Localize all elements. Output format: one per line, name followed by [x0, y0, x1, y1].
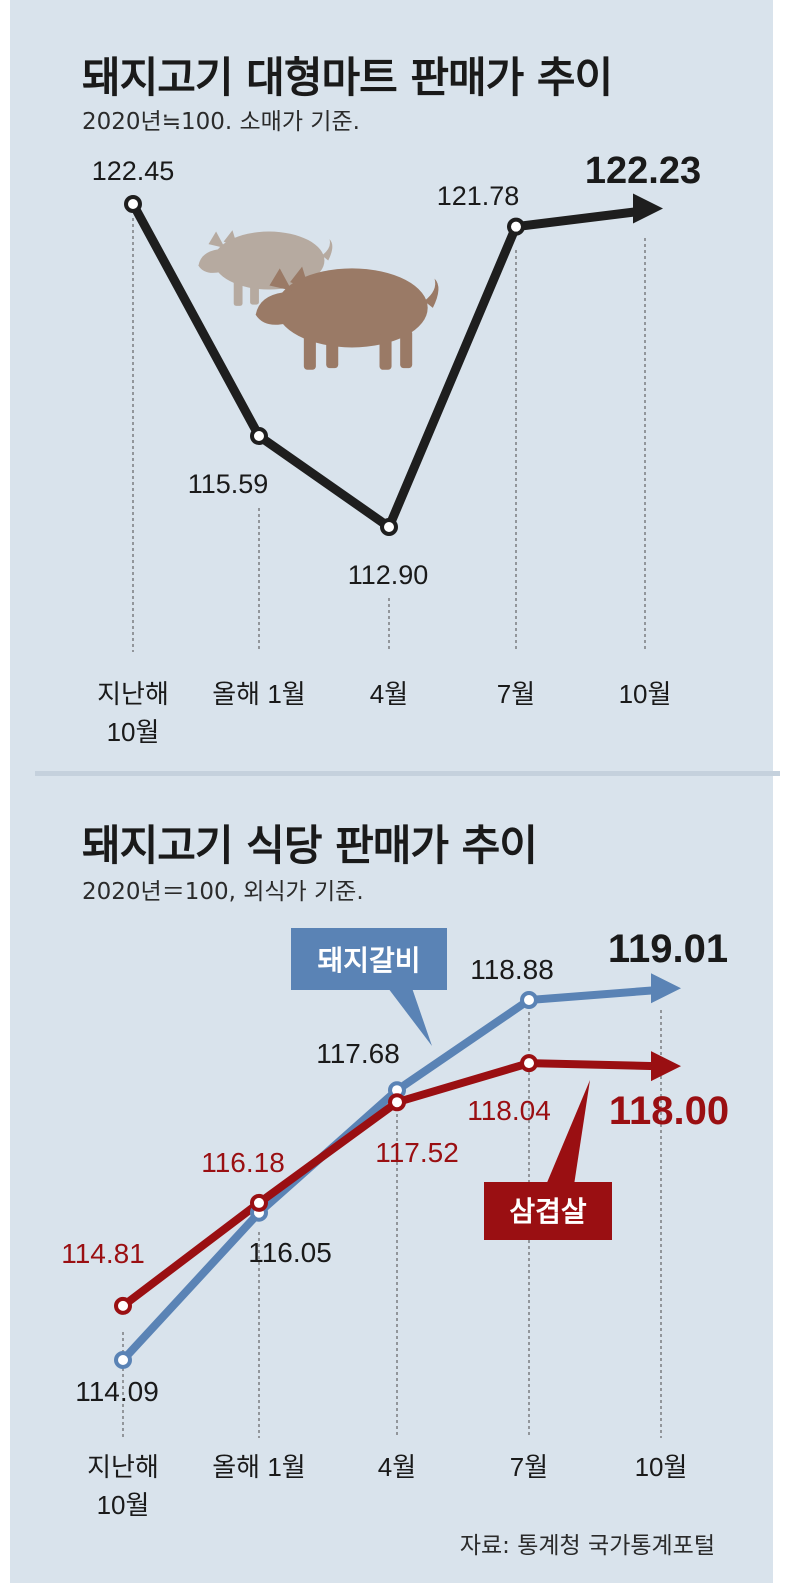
chart1-point: [380, 518, 398, 536]
chart2-samgyeopsal-legend-label: 삼겹살: [509, 1196, 587, 1227]
chart1-subtitle: 2020년≒100. 소매가 기준.: [82, 109, 360, 135]
pig-illustration-icon: [198, 230, 439, 370]
chart1-data-label: 122.23: [585, 150, 701, 192]
chart2-x-tick-label: 4월: [378, 1452, 416, 1482]
chart2-samgyeopsal-data-label: 117.52: [375, 1137, 459, 1168]
chart2-galbi-arrowhead: [651, 973, 681, 1004]
chart1-data-label: 115.59: [188, 469, 269, 499]
chart1-title: 돼지고기 대형마트 판매가 추이: [82, 53, 613, 102]
chart2-galbi-callout: 돼지갈비: [291, 928, 447, 1046]
infographic: 돼지고기 대형마트 판매가 추이 2020년≒100. 소매가 기준. 돼지고기…: [10, 0, 780, 1583]
section-divider: [35, 771, 780, 776]
chart1-point: [507, 217, 525, 236]
chart2-x-tick-label: 10월: [97, 1490, 150, 1520]
source-note: 자료: 통계청 국가통계포털: [459, 1533, 715, 1559]
chart2-galbi-legend-label: 돼지갈비: [317, 945, 420, 976]
chart2-galbi-data-label: 114.09: [75, 1376, 159, 1407]
chart2-galbi-point: [520, 991, 538, 1009]
chart2-x-tick-label: 지난해: [87, 1452, 159, 1482]
chart2-samgyeopsal-point: [114, 1296, 132, 1315]
chart1-data-label: 121.78: [437, 181, 520, 211]
chart1-x-tick-label: 10월: [619, 679, 672, 709]
chart2-samgyeopsal-data-label: 118.04: [467, 1095, 551, 1126]
chart2-galbi-point: [114, 1351, 132, 1369]
chart1-point: [250, 427, 268, 446]
chart2-samgyeopsal-point: [250, 1193, 268, 1212]
chart1-arrowhead: [633, 193, 663, 224]
chart2-x-tick-label: 10월: [635, 1452, 688, 1482]
chart2-title: 돼지고기 식당 판매가 추이: [82, 821, 538, 870]
chart2-galbi-data-label: 116.05: [248, 1237, 332, 1268]
chart1-x-tick-label: 7월: [497, 679, 535, 709]
chart2-samgyeopsal-data-label: 114.81: [61, 1238, 145, 1269]
chart2-samgyeopsal-point: [520, 1054, 538, 1073]
chart2-x-tick-label: 올해 1월: [212, 1452, 305, 1482]
chart2-galbi-data-label: 118.88: [470, 954, 554, 985]
chart2-x-tick-label: 7월: [510, 1452, 548, 1482]
chart1-x-tick-label: 4월: [370, 679, 408, 709]
chart2-subtitle: 2020년＝100, 외식가 기준.: [82, 879, 364, 905]
chart1-x-tick-label: 올해 1월: [212, 679, 305, 709]
chart2-galbi-data-label: 119.01: [608, 927, 728, 971]
chart1-x-tick-label: 10월: [107, 717, 160, 747]
chart2-samgyeopsal-callout: 삼겹살: [484, 1080, 612, 1240]
chart1-data-label: 122.45: [92, 156, 175, 186]
chart2-samgyeopsal-arrowhead: [651, 1051, 681, 1082]
chart1-point: [124, 195, 142, 213]
chart2-galbi-data-label: 117.68: [316, 1038, 400, 1069]
chart2-samgyeopsal-data-label: 118.00: [609, 1089, 729, 1133]
chart1-data-label: 112.90: [348, 560, 429, 590]
chart2-samgyeopsal-data-label: 116.18: [201, 1147, 285, 1178]
chart2-samgyeopsal-point: [388, 1093, 406, 1112]
chart1-x-tick-label: 지난해: [97, 679, 169, 709]
